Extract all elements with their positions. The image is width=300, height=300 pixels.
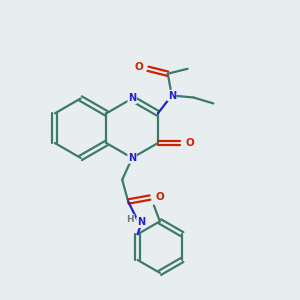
Text: O: O bbox=[135, 62, 143, 72]
Text: N: N bbox=[128, 153, 136, 163]
Text: O: O bbox=[185, 138, 194, 148]
Text: N: N bbox=[168, 91, 176, 100]
Text: N: N bbox=[137, 217, 145, 227]
Text: H: H bbox=[126, 215, 134, 224]
Text: N: N bbox=[128, 94, 136, 103]
Text: O: O bbox=[155, 192, 164, 202]
